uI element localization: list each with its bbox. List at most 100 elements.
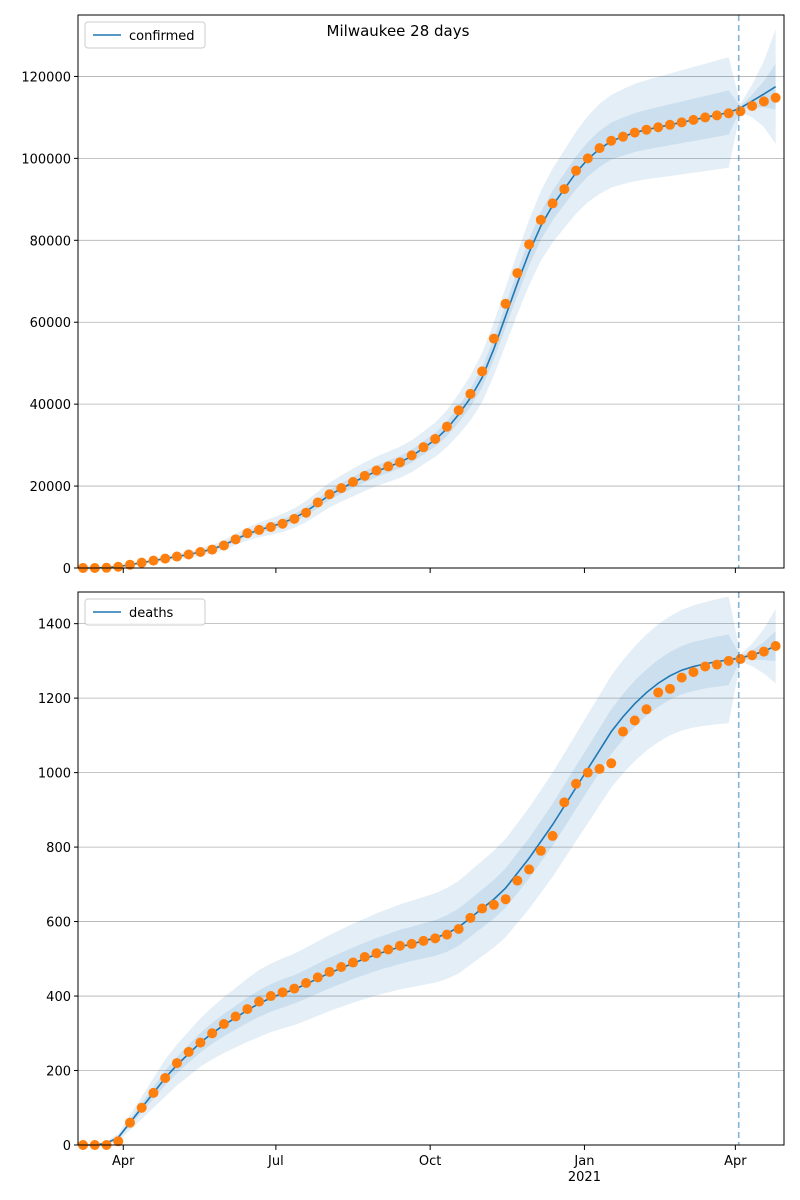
observed-point	[113, 561, 124, 572]
observed-point	[770, 640, 781, 651]
observed-point	[371, 948, 382, 959]
observed-point	[465, 912, 476, 923]
observed-point	[289, 983, 300, 994]
legend-box	[84, 598, 206, 626]
confidence-band	[83, 596, 776, 1145]
y-tick-label: 20000	[30, 480, 71, 495]
y-tick-label: 0	[63, 562, 71, 577]
observed-point	[207, 1028, 218, 1039]
y-tick-label: 80000	[30, 234, 71, 249]
legend-box	[84, 21, 206, 49]
observed-point	[747, 100, 758, 111]
chart-title: Milwaukee 28 days	[327, 22, 470, 40]
axes-frame	[77, 14, 785, 569]
observed-point	[348, 957, 359, 968]
y-tick-label: 1400	[38, 618, 71, 633]
observed-point	[582, 153, 593, 164]
observed-point	[183, 549, 194, 560]
observed-point	[324, 966, 335, 977]
observed-point	[148, 555, 159, 566]
observed-point	[664, 683, 675, 694]
observed-point	[171, 551, 182, 562]
observed-point	[571, 165, 582, 176]
observed-point	[594, 763, 605, 774]
observed-point	[559, 184, 570, 195]
x-tick-label: Apr	[112, 1154, 135, 1169]
observed-point	[124, 1117, 135, 1128]
observed-point	[535, 214, 546, 225]
observed-point	[688, 667, 699, 678]
observed-point	[453, 924, 464, 935]
observed-point	[559, 797, 570, 808]
y-tick-label: 100000	[21, 152, 71, 167]
observed-point	[160, 553, 171, 564]
observed-point	[265, 991, 276, 1002]
observed-point	[618, 131, 629, 142]
observed-point	[383, 944, 394, 955]
observed-point	[430, 433, 441, 444]
observed-point	[218, 540, 229, 551]
observed-point	[512, 268, 523, 279]
observed-point	[371, 465, 382, 476]
observed-point	[441, 929, 452, 940]
observed-point	[453, 405, 464, 416]
observed-point	[700, 661, 711, 672]
observed-point	[547, 830, 558, 841]
observed-point	[488, 899, 499, 910]
observed-point	[500, 894, 511, 905]
observed-point	[301, 978, 312, 989]
observed-point	[629, 127, 640, 138]
observed-point	[359, 951, 370, 962]
observed-point	[136, 1102, 147, 1113]
observed-point	[606, 135, 617, 146]
observed-point	[230, 1011, 241, 1022]
y-tick-label: 0	[63, 1139, 71, 1154]
observed-point	[547, 198, 558, 209]
y-tick-label: 800	[46, 841, 71, 856]
observed-point	[348, 476, 359, 487]
observed-point	[418, 442, 429, 453]
observed-point	[242, 528, 253, 539]
observed-point	[758, 96, 769, 107]
y-tick-label: 400	[46, 990, 71, 1005]
observed-point	[383, 461, 394, 472]
observed-point	[324, 489, 335, 500]
observed-point	[289, 513, 300, 524]
observed-point	[406, 938, 417, 949]
observed-point	[711, 659, 722, 670]
observed-point	[758, 646, 769, 657]
observed-point	[160, 1072, 171, 1083]
observed-point	[265, 522, 276, 533]
observed-point	[676, 117, 687, 128]
observed-point	[535, 845, 546, 856]
observed-point	[641, 704, 652, 715]
y-tick-label: 40000	[30, 398, 71, 413]
observed-point	[195, 1037, 206, 1048]
observed-point	[218, 1018, 229, 1029]
observed-point	[183, 1046, 194, 1057]
observed-point	[653, 122, 664, 133]
axes-frame	[77, 591, 785, 1146]
observed-point	[195, 547, 206, 558]
y-tick-label: 120000	[21, 70, 71, 85]
observed-point	[512, 875, 523, 886]
observed-point	[664, 119, 675, 130]
observed-point	[113, 1136, 124, 1147]
y-tick-label: 60000	[30, 316, 71, 331]
observed-point	[124, 559, 135, 570]
observed-point	[747, 650, 758, 661]
observed-point	[312, 972, 323, 983]
observed-point	[394, 940, 405, 951]
observed-point	[606, 758, 617, 769]
observed-point	[312, 497, 323, 508]
observed-point	[406, 450, 417, 461]
observed-point	[723, 108, 734, 119]
observed-point	[582, 767, 593, 778]
observed-point	[700, 112, 711, 123]
observed-point	[394, 457, 405, 468]
observed-point	[571, 778, 582, 789]
x-tick-label: Jul	[267, 1154, 284, 1169]
x-tick-label: Oct	[419, 1154, 441, 1169]
legend-label: confirmed	[129, 29, 195, 44]
